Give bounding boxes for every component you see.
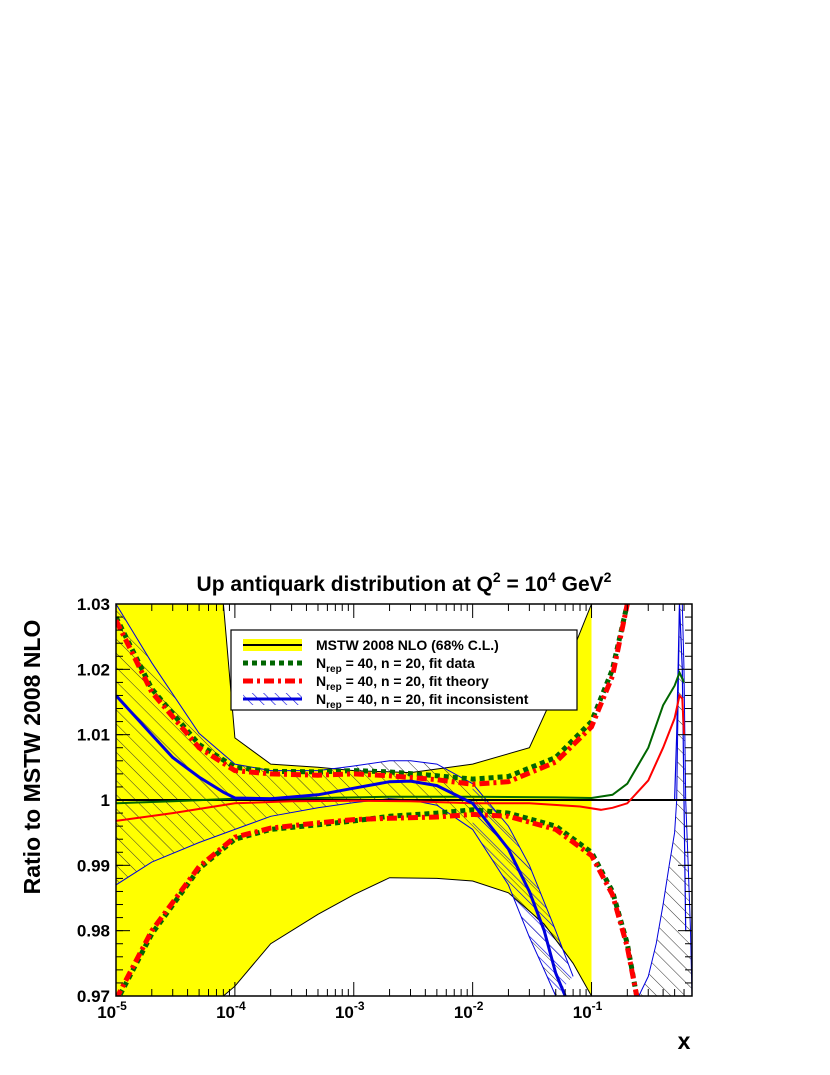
- fit-inconsistent-lower-edge: [116, 798, 557, 996]
- x-tick-label: 10-4: [216, 999, 246, 1022]
- x-tick-label: 10-3: [335, 999, 365, 1022]
- y-tick-label: 1.03: [77, 595, 110, 614]
- legend-label-fit_theory: Nrep = 40, n = 20, fit theory: [316, 673, 489, 693]
- y-tick-label: 1.01: [77, 726, 110, 745]
- fit-theory-central-line: [116, 693, 685, 822]
- fit-theory-upper-line: [116, 604, 630, 787]
- chart-title: Up antiquark distribution at Q2 = 104 Ge…: [197, 569, 612, 596]
- y-tick-label: 0.98: [77, 922, 110, 941]
- legend-label-fit_data: Nrep = 40, n = 20, fit data: [316, 655, 475, 675]
- high-x-hatched-band-edge-left: [638, 604, 680, 996]
- y-tick-label: 0.99: [77, 856, 110, 875]
- x-tick-label: 10-2: [454, 999, 484, 1022]
- line-layer: [116, 604, 692, 996]
- fit-inconsistent-upper-edge: [116, 604, 574, 977]
- fit-theory-lower-line: [116, 811, 640, 996]
- y-tick-label: 1: [101, 791, 110, 810]
- legend-label-mstw: MSTW 2008 NLO (68% C.L.): [316, 637, 499, 653]
- x-tick-label: 10-1: [573, 999, 603, 1022]
- legend: MSTW 2008 NLO (68% C.L.) Nrep = 40, n = 2…: [230, 629, 578, 711]
- fit-inconsistent-central-line: [116, 694, 567, 996]
- x-tick-label: 10-5: [97, 999, 127, 1022]
- mstw-upper-edge: [116, 604, 592, 774]
- high-x-blue-band: [674, 604, 687, 931]
- tick-layer: 0.97 0.98 0.99 1 1.01 1.02 1.03 10-5 10-4 10-3 10-…: [77, 595, 692, 1022]
- high-x-hatched-band-edge-right: [681, 604, 692, 996]
- y-tick-label: 1.02: [77, 660, 110, 679]
- y-axis-title: Ratio to MSTW 2008 NLO: [19, 620, 45, 895]
- y-tick-label: 0.97: [77, 987, 110, 1006]
- x-axis-title: x: [678, 1028, 691, 1054]
- legend-label-fit_inconsistent: Nrep = 40, n = 20, fit inconsistent: [316, 691, 529, 711]
